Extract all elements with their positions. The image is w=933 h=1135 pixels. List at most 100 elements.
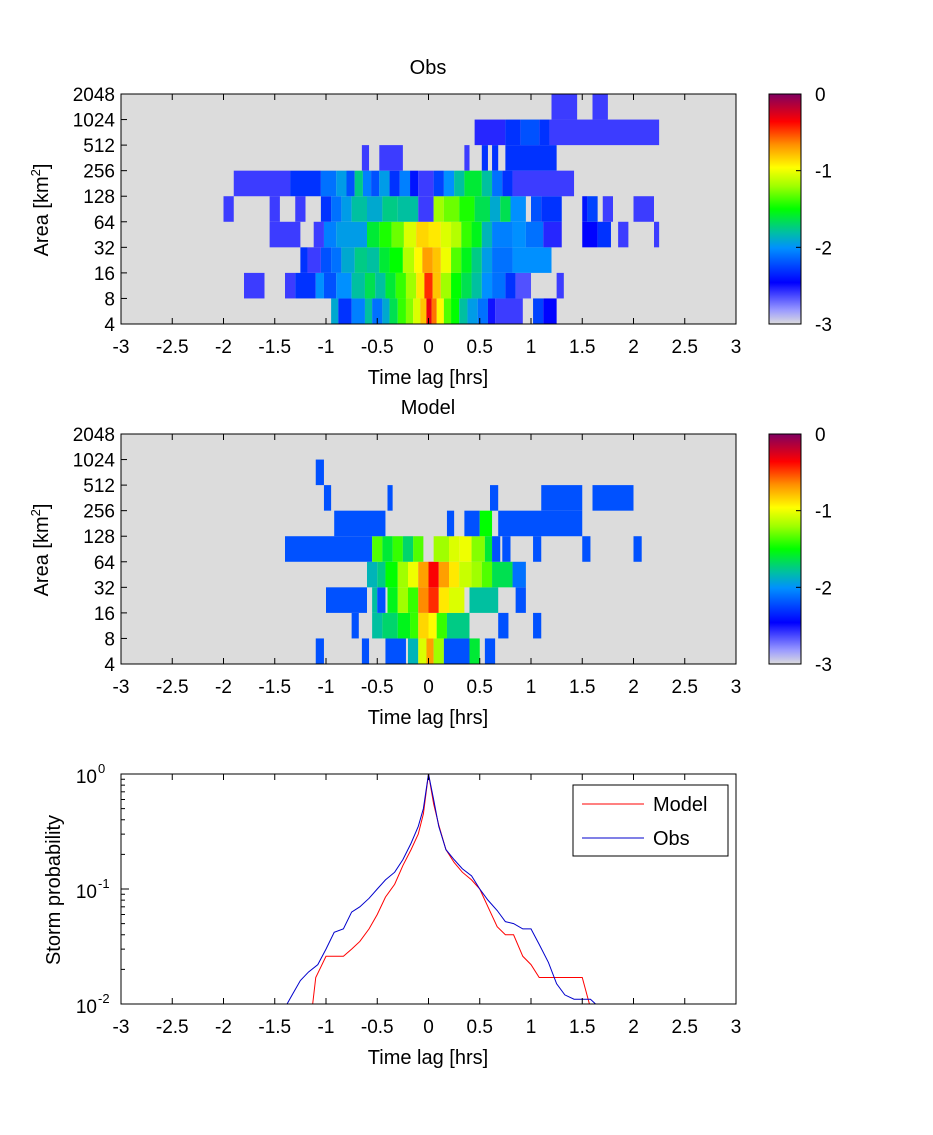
obs-heatmap-cell (467, 298, 478, 324)
obs-heatmap-cell (477, 298, 488, 324)
prob-ylabel: Storm probability (43, 815, 65, 965)
obs-heatmap-cell (364, 298, 373, 324)
model-heatmap-cell (387, 485, 393, 511)
obs-heatmap-cell (436, 298, 444, 324)
model-heatmap-cell (533, 612, 542, 639)
model-heatmap-cell (418, 587, 429, 613)
obs-colorbar-tick-label: -3 (815, 315, 832, 336)
model-heatmap-cell (382, 612, 398, 639)
obs-heatmap-cell (492, 247, 513, 273)
model-heatmap-cell (515, 587, 526, 613)
model-x-tick-label: 3 (731, 677, 742, 698)
obs-heatmap-cell (336, 170, 347, 197)
model-heatmap-cell (387, 587, 398, 613)
obs-heatmap-cell (354, 247, 367, 273)
model-heatmap-cell (471, 561, 482, 588)
model-heatmap-cell (377, 561, 386, 588)
obs-y-tick-label: 128 (83, 187, 115, 208)
prob-line-obs (286, 773, 596, 1005)
model-colorbar: 0 -1 -2 -3 (768, 425, 832, 676)
obs-heatmap-cell (481, 145, 488, 171)
model-colorbar-gradient (768, 433, 802, 665)
model-y-tick-label: 8 (104, 629, 115, 650)
model-heatmap-cell (464, 510, 480, 537)
legend: Model Obs (572, 784, 729, 857)
obs-ylabel-close: ] (31, 164, 53, 170)
obs-heatmap-cell (379, 145, 403, 171)
obs-heatmap-cell (440, 272, 452, 299)
obs-heatmap-cell (320, 247, 332, 273)
obs-y-tick-label: 2048 (73, 85, 115, 106)
model-heatmap-cell (438, 587, 449, 613)
obs-heatmap-cell (533, 298, 544, 324)
obs-heatmap-cell (461, 247, 472, 273)
obs-heatmap-cell (505, 272, 516, 299)
obs-heatmap-cell (464, 170, 482, 197)
obs-heatmap-cell (323, 272, 337, 299)
obs-heatmap-cell (500, 196, 511, 222)
prob-x-tick-label: -2 (215, 1017, 232, 1038)
obs-heatmap-cell (471, 221, 482, 248)
obs-heatmap-cell (300, 247, 308, 273)
prob-x-tick-label: 1.5 (569, 1017, 595, 1038)
model-heatmap-cell (469, 587, 499, 613)
obs-heatmap-cell (351, 272, 365, 299)
obs-heatmap-cell (525, 221, 544, 248)
obs-colorbar-tick-label: 0 (815, 85, 826, 106)
obs-heatmap-cell (418, 170, 434, 197)
obs-y-tick-label: 256 (83, 162, 115, 183)
obs-heatmap-cell (481, 247, 493, 273)
model-heatmap-cell (459, 561, 472, 588)
model-y-tick-label: 16 (94, 604, 115, 625)
obs-heatmap-cell (290, 170, 321, 197)
obs-heatmap-cell (551, 94, 578, 120)
obs-heatmap-cell (422, 247, 433, 273)
model-heatmap-cell (397, 561, 408, 588)
obs-heatmap-cell (331, 196, 342, 222)
legend-obs-label: Obs (653, 828, 690, 850)
model-heatmap-cell (428, 561, 439, 588)
prob-xlabel: Time lag [hrs] (368, 1047, 488, 1069)
obs-heatmap-cell (405, 272, 417, 299)
model-colorbar-tick-label: -2 (815, 578, 832, 599)
obs-heatmap-cell (371, 170, 380, 197)
obs-heatmap-cell (502, 170, 513, 197)
obs-heatmap-cell (223, 196, 234, 222)
obs-xlabel: Time lag [hrs] (368, 367, 488, 389)
obs-heatmap-cell (418, 196, 434, 222)
obs-heatmap-cell (539, 119, 550, 146)
obs-heatmap-cell (397, 196, 419, 222)
model-heatmap-cell (449, 536, 460, 562)
obs-heatmap-cell (505, 119, 521, 146)
obs-heatmap-cell (331, 247, 342, 273)
obs-heatmap-cell (354, 170, 363, 197)
obs-x-tick-label: 2 (628, 337, 639, 358)
obs-heatmap-cell (382, 196, 398, 222)
obs-heatmap-cell (269, 221, 301, 248)
obs-heatmap-cell (492, 145, 499, 171)
obs-y-tick-label: 4 (104, 315, 115, 336)
legend-model-label: Model (653, 794, 707, 816)
model-heatmap-cell (498, 510, 583, 537)
obs-heatmap-cell (320, 170, 337, 197)
obs-x-tick-label: 1.5 (569, 337, 595, 358)
model-heatmap-cell (377, 587, 386, 613)
obs-colorbar-gradient (768, 93, 802, 325)
obs-heatmap-cell (454, 170, 465, 197)
prob-x-tick-label: 0 (423, 1017, 434, 1038)
obs-y-tick-label: 8 (104, 289, 115, 310)
obs-heatmap-cell (403, 221, 417, 248)
model-heatmap-cell (443, 638, 470, 664)
obs-x-tick-label: -0.5 (361, 337, 394, 358)
model-heatmap-cell (334, 510, 386, 537)
obs-heatmap-cell (364, 272, 376, 299)
obs-heatmap-cell (233, 170, 291, 197)
prob-y-tick-label: 10 (76, 997, 97, 1018)
model-y-tick-label: 32 (94, 578, 115, 599)
obs-heatmap-cell (361, 145, 370, 171)
obs-heatmap-cell (410, 170, 419, 197)
model-x-tick-label: 1.5 (569, 677, 595, 698)
model-heatmap-cell (285, 536, 373, 562)
obs-heatmap-cell (385, 272, 396, 299)
obs-heatmap-cell (379, 221, 392, 248)
